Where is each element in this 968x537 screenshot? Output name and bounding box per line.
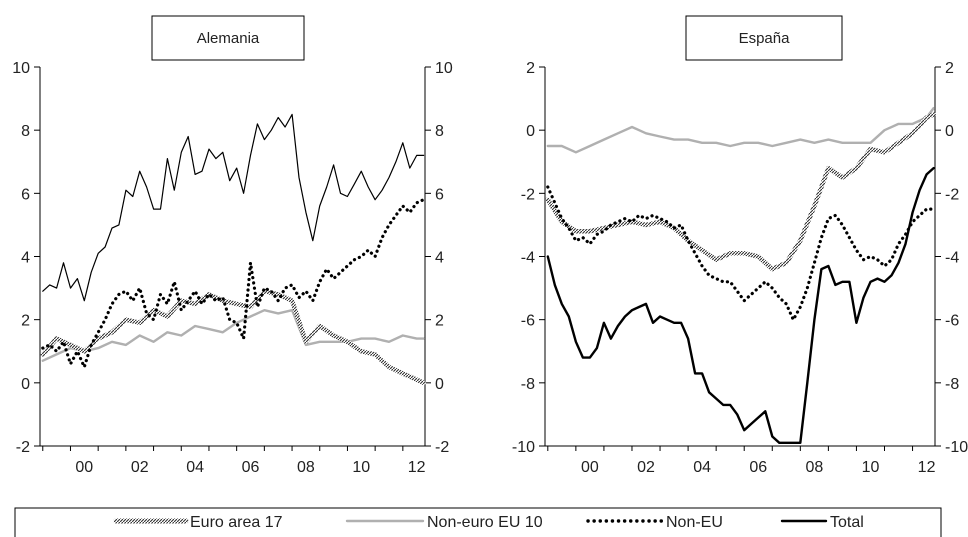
- y-tick-label-left: -2: [16, 439, 30, 456]
- x-tick-label: 00: [75, 459, 93, 476]
- y-tick-label-right: 2: [945, 60, 954, 77]
- y-tick-label-left: 8: [21, 123, 30, 140]
- series-line-euro-area: [545, 112, 936, 272]
- legend-label-total: Total: [830, 514, 864, 531]
- x-tick-label: 08: [805, 459, 823, 476]
- y-tick-label-right: -4: [945, 250, 959, 267]
- x-tick-label: 06: [242, 459, 260, 476]
- series-line-non-euro: [41, 309, 425, 362]
- y-tick-label-right: 4: [435, 250, 444, 267]
- series-line-non-eu: [41, 198, 426, 369]
- y-tick-label-right: 0: [945, 123, 954, 140]
- x-tick-label: 04: [693, 459, 711, 476]
- chart-title-box: [151, 15, 305, 61]
- y-tick-label-left: -4: [521, 250, 535, 267]
- chart-title: España: [739, 30, 791, 47]
- y-tick-label-right: 0: [435, 376, 444, 393]
- series-line-euro-area: [40, 288, 426, 386]
- series-line-total: [546, 166, 935, 444]
- legend: Euro area 17 Non-euro EU 10 Non-EU Total: [14, 507, 942, 537]
- y-tick-label-left: 6: [21, 186, 30, 203]
- y-tick-label-left: 0: [21, 376, 30, 393]
- legend-label-non-euro: Non-euro EU 10: [427, 514, 543, 531]
- x-tick-label: 00: [581, 459, 599, 476]
- y-tick-label-left: 0: [526, 123, 535, 140]
- y-tick-label-right: -6: [945, 313, 959, 330]
- x-tick-label: 12: [918, 459, 936, 476]
- series-line-non-euro: [546, 106, 935, 154]
- x-tick-label: 10: [862, 459, 880, 476]
- y-tick-label-left: 10: [12, 60, 30, 77]
- y-tick-label-right: 8: [435, 123, 444, 140]
- series-line-non-eu: [546, 185, 936, 322]
- y-tick-label-right: 10: [435, 60, 453, 77]
- x-tick-label: 02: [131, 459, 149, 476]
- y-tick-label-left: 2: [526, 60, 535, 77]
- y-tick-label-left: -2: [521, 186, 535, 203]
- x-tick-label: 10: [352, 459, 370, 476]
- x-tick-label: 02: [637, 459, 655, 476]
- x-tick-label: 12: [408, 459, 426, 476]
- y-tick-label-right: -2: [435, 439, 449, 456]
- y-tick-label-right: -10: [945, 439, 968, 456]
- y-tick-label-right: -2: [945, 186, 959, 203]
- x-tick-label: 08: [297, 459, 315, 476]
- x-tick-label: 06: [749, 459, 767, 476]
- y-tick-label-right: 6: [435, 186, 444, 203]
- chart-title: Alemania: [197, 30, 260, 47]
- series-line-thin: [42, 113, 425, 302]
- y-tick-label-left: -8: [521, 376, 535, 393]
- chart-title-box: [685, 15, 843, 61]
- y-tick-label-left: 2: [21, 313, 30, 330]
- legend-label-non-eu: Non-EU: [666, 514, 723, 531]
- y-tick-label-left: -6: [521, 313, 535, 330]
- y-tick-label-left: -10: [512, 439, 535, 456]
- legend-label-euro-area: Euro area 17: [190, 514, 283, 531]
- y-tick-label-right: 2: [435, 313, 444, 330]
- y-tick-label-right: -8: [945, 376, 959, 393]
- y-tick-label-left: 4: [21, 250, 30, 267]
- x-tick-label: 04: [186, 459, 204, 476]
